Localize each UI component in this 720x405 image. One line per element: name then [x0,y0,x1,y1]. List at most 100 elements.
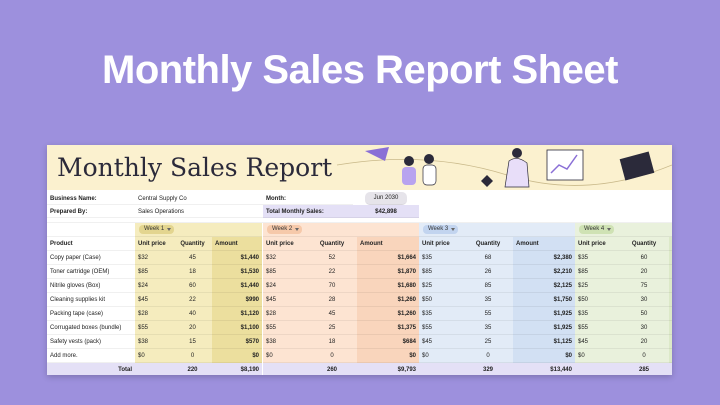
product-name: Add more. [47,349,135,363]
illustration [336,147,672,188]
table-cell: 15 [173,335,212,349]
table-cell: $55 [263,321,307,335]
table-cell: 52 [307,251,357,265]
table-cell: 85 [463,279,513,293]
table-cell: $2,210 [513,265,575,279]
total-cell: 220 [173,363,212,375]
column-header: Unit price [263,237,307,251]
table-cell: $570 [212,335,262,349]
table-cell: $45 [135,293,173,307]
table-cell: $684 [357,335,419,349]
column-header: Quantity [173,237,212,251]
table-cell: 26 [463,265,513,279]
column-header: Quantity [619,237,669,251]
table-cell: 50 [619,307,669,321]
table-cell: $1,120 [212,307,262,321]
table-cell: $0 [212,349,262,363]
product-name: Safety vests (pack) [47,335,135,349]
table-cell: $1,925 [513,321,575,335]
table-cell: $1,440 [212,279,262,293]
table-cell: 22 [307,265,357,279]
column-header: Amount [513,237,575,251]
table-cell: 0 [619,349,669,363]
info-label: Month: [263,192,353,205]
table-cell [669,265,672,279]
table-cell: 25 [307,321,357,335]
table-cell: 20 [173,321,212,335]
table-cell: 70 [307,279,357,293]
info-label: Prepared By: [47,205,135,218]
spacer [47,218,672,223]
table-cell: 68 [463,251,513,265]
table-cell: 22 [173,293,212,307]
product-name: Corrugated boxes (bundle) [47,321,135,335]
table-cell: 35 [463,293,513,307]
column-header: Unit price [575,237,619,251]
table-cell [669,251,672,265]
info-value: Jun 2030 [365,192,407,205]
table-cell: $25 [419,279,463,293]
table-cell: $38 [263,335,307,349]
column-header: Quantity [307,237,357,251]
table-cell: $2,380 [513,251,575,265]
table-cell: $45 [419,335,463,349]
table-cell: $55 [419,321,463,335]
table-cell: $28 [135,307,173,321]
table-cell: $2,125 [513,279,575,293]
table-cell: $0 [419,349,463,363]
total-cell [669,363,672,375]
product-name: Nitrile gloves (Box) [47,279,135,293]
info-label: Total Monthly Sales: [263,205,353,218]
table-cell: 0 [173,349,212,363]
table-cell: 35 [463,321,513,335]
spreadsheet: Monthly Sales Report Business Name: Centr… [47,145,672,375]
column-header: Unit price [419,237,463,251]
info-value: Central Supply Co [135,192,263,205]
table-cell: 60 [619,251,669,265]
table-cell: $85 [263,265,307,279]
product-name: Packing tape (case) [47,307,135,321]
table-cell: $35 [575,307,619,321]
table-cell: 55 [463,307,513,321]
total-cell [419,363,463,375]
table-cell [669,279,672,293]
table-cell: $85 [135,265,173,279]
table-cell [669,307,672,321]
table-cell: $1,260 [357,293,419,307]
table-cell: $0 [357,349,419,363]
table-cell: $85 [575,265,619,279]
table-cell: $50 [419,293,463,307]
column-header: Unit price [135,237,173,251]
week-band [263,223,419,237]
table-cell: $1,440 [212,251,262,265]
table-cell: $0 [513,349,575,363]
table-cell: 60 [173,279,212,293]
column-header: Amount [357,237,419,251]
week-selector[interactable]: Week 2 [267,225,303,234]
blank [47,223,135,237]
table-cell: $0 [263,349,307,363]
table-cell: $1,260 [357,307,419,321]
table-cell: $45 [263,293,307,307]
table-cell: $1,100 [212,321,262,335]
table-cell: 40 [173,307,212,321]
total-cell [575,363,619,375]
week-selector[interactable]: Week 3 [423,225,459,234]
week-selector[interactable]: Week 4 [579,225,615,234]
table-cell: 30 [619,293,669,307]
table-cell: $0 [135,349,173,363]
info-value: Sales Operations [135,205,263,218]
column-header: Product [47,237,135,251]
table-cell: $85 [419,265,463,279]
table-cell: $25 [575,279,619,293]
table-cell: $32 [135,251,173,265]
table-cell: 18 [307,335,357,349]
table-cell: $1,375 [357,321,419,335]
week-selector[interactable]: Week 1 [139,225,175,234]
product-name: Toner cartridge (OEM) [47,265,135,279]
table-cell: $28 [263,307,307,321]
table-cell: 25 [463,335,513,349]
total-cell: $13,440 [513,363,575,375]
table-cell [669,349,672,363]
column-header: Amount [669,237,672,251]
